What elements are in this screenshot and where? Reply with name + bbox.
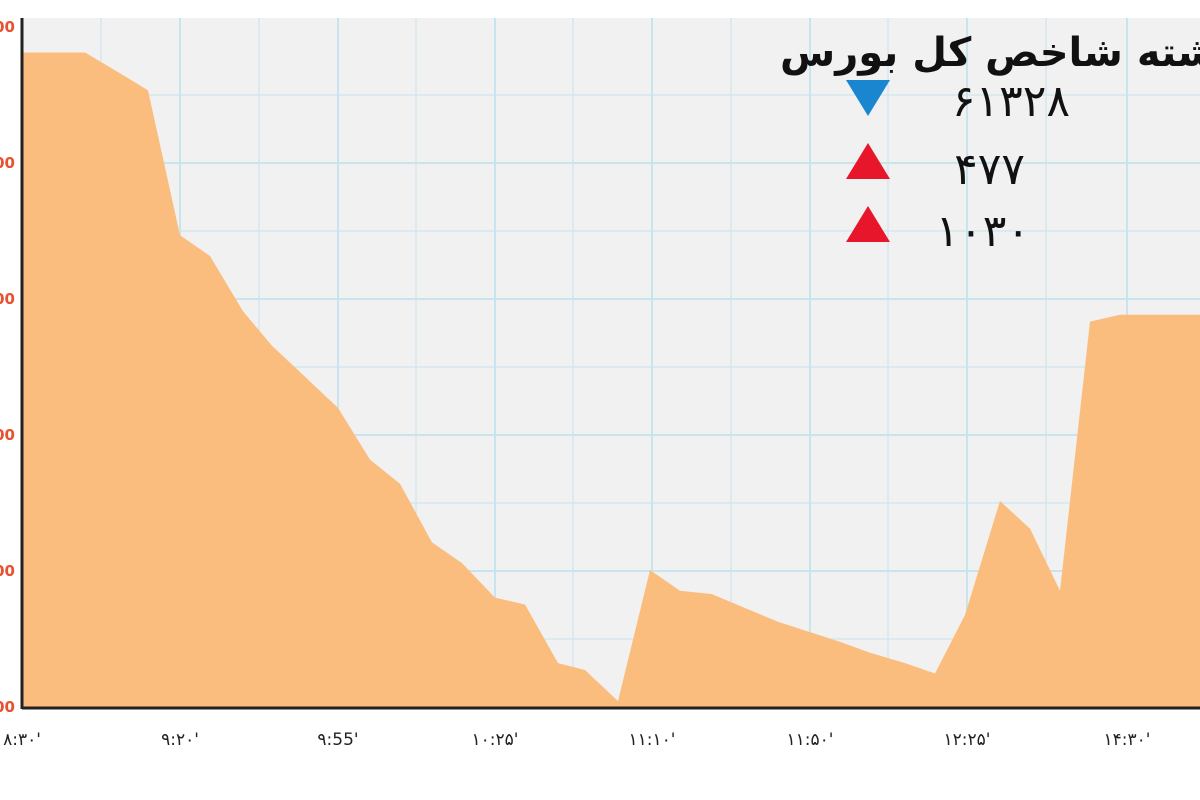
x-tick-label: ۱۱:۵۰' — [787, 730, 834, 750]
y-tick-label: 00 — [0, 426, 15, 444]
axes — [20, 18, 1200, 710]
y-tick-label: 00 — [0, 290, 15, 308]
x-tick-labels: ۸:۳۰' ۹:۲۰' ۹:55' ۱۰:۲۵' ۱۱:۱۰' ۱۱:۵۰' ۱۲:۲۵' ۱… — [3, 730, 1150, 750]
x-tick-label: ۹:۲۰' — [161, 730, 199, 750]
x-tick-label: ۱۱:۱۰' — [629, 730, 676, 750]
x-tick-label: ۱۰:۲۵' — [472, 730, 519, 750]
up-triangle-icon — [846, 143, 890, 179]
y-tick-label: 00 — [0, 698, 15, 716]
down-triangle-icon — [846, 80, 890, 116]
x-tick-label: ۹:55' — [317, 730, 358, 750]
y-tick-label: 00 — [0, 562, 15, 580]
area-series — [22, 52, 1200, 708]
y-tick-label: 00 — [0, 18, 15, 36]
up-triangle-icon — [846, 206, 890, 242]
legend-value-2: ۴۷۷ — [954, 144, 1025, 195]
legend-value-3: ۱۰۳۰ — [935, 206, 1030, 257]
legend-value-1: ۶۱۳۲۸ — [952, 76, 1070, 127]
x-tick-label: ۱۴:۳۰' — [1104, 730, 1151, 750]
legend: ۶۱۳۲۸ حص ۴۷۷ جم ۱۰۳۰ ش — [846, 76, 1070, 257]
chart-title: تغییرات روز گذشته شاخص کل بورس — [780, 29, 1200, 76]
y-tick-label: 00 — [0, 154, 15, 172]
x-tick-label: ۸:۳۰' — [3, 730, 41, 750]
y-tick-labels: 00 00 00 00 00 00 — [0, 18, 15, 716]
x-tick-label: ۱۲:۲۵' — [944, 730, 991, 750]
